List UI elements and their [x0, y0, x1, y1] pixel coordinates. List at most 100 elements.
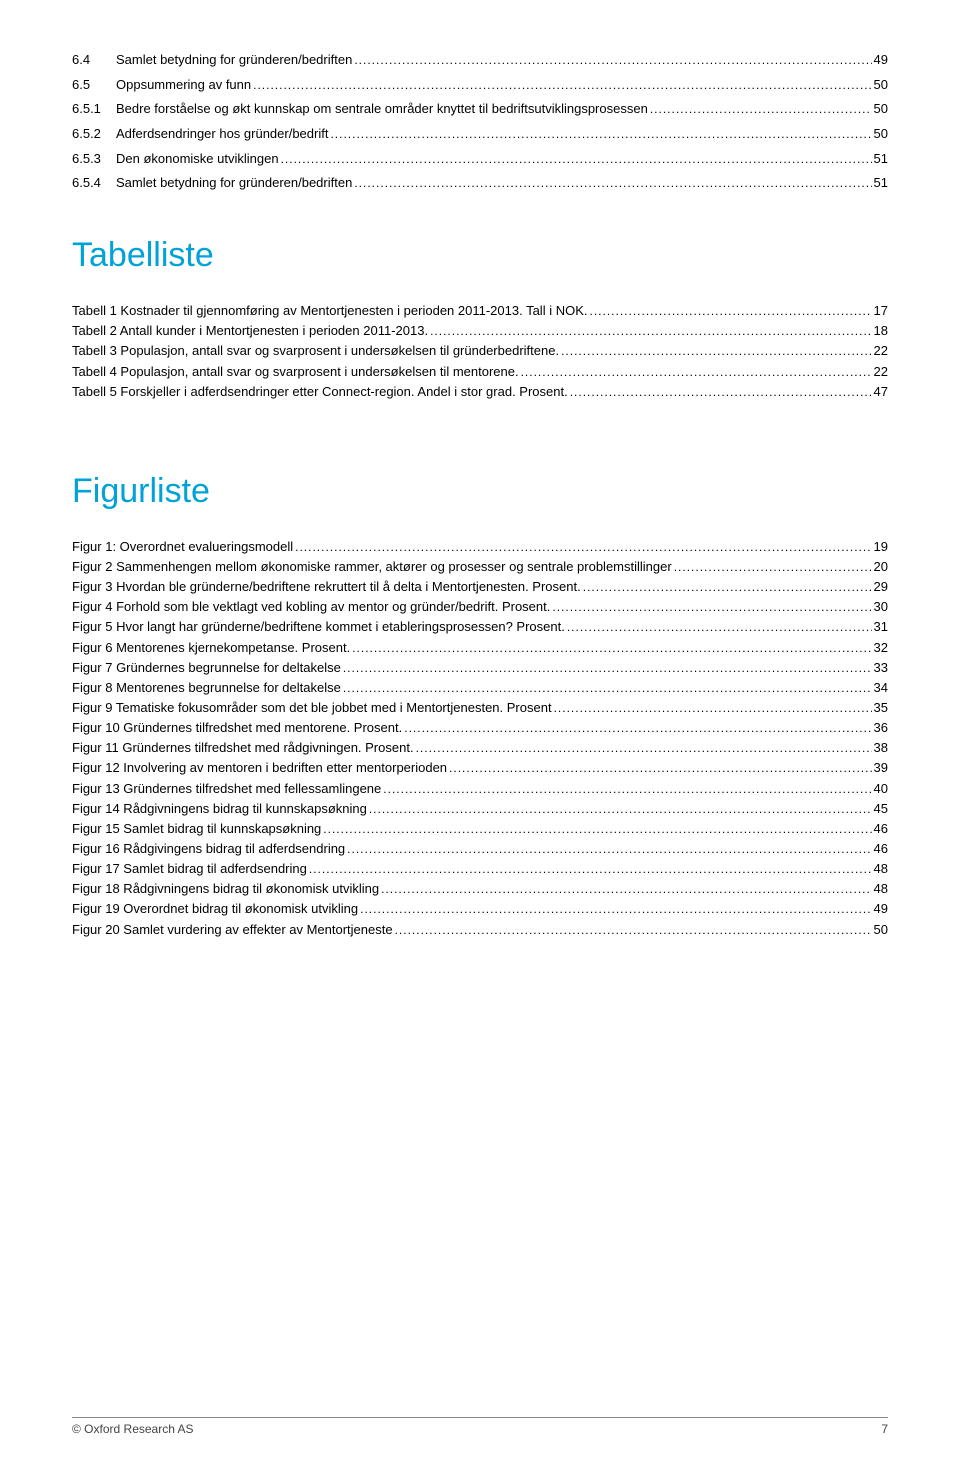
figure-entry: Figur 9 Tematiske fokusområder som det b…: [72, 698, 888, 718]
figure-label: Figur 7 Gründernes begrunnelse for delta…: [72, 658, 341, 678]
leader-dots: [295, 537, 871, 557]
figurliste-block: Figur 1: Overordnet evalueringsmodell19 …: [72, 537, 888, 940]
toc-label: Adferdsendringer hos gründer/bedrift: [116, 122, 328, 147]
leader-dots: [369, 799, 872, 819]
figurliste-heading: Figurliste: [72, 472, 888, 511]
page-footer: © Oxford Research AS 7: [72, 1417, 888, 1436]
figure-entry: Figur 14 Rådgivningens bidrag til kunnsk…: [72, 799, 888, 819]
leader-dots: [430, 321, 871, 341]
toc-label: Samlet betydning for gründeren/bedriften: [116, 171, 352, 196]
figure-label: Figur 10 Gründernes tilfredshet med ment…: [72, 718, 402, 738]
figure-page: 40: [874, 779, 888, 799]
toc-entry: 6.5 Oppsummering av funn 50: [72, 73, 888, 98]
figure-label: Figur 9 Tematiske fokusområder som det b…: [72, 698, 552, 718]
leader-dots: [383, 779, 871, 799]
leader-dots: [650, 97, 872, 122]
toc-continuation: 6.4 Samlet betydning for gründeren/bedri…: [72, 48, 888, 196]
footer-page-number: 7: [881, 1422, 888, 1436]
figure-label: Figur 18 Rådgivningens bidrag til økonom…: [72, 879, 379, 899]
leader-dots: [449, 758, 871, 778]
figure-entry: Figur 18 Rådgivningens bidrag til økonom…: [72, 879, 888, 899]
figure-entry: Figur 20 Samlet vurdering av effekter av…: [72, 920, 888, 940]
leader-dots: [343, 658, 872, 678]
toc-page: 50: [874, 97, 888, 122]
figure-label: Figur 19 Overordnet bidrag til økonomisk…: [72, 899, 358, 919]
leader-dots: [354, 171, 871, 196]
leader-dots: [554, 698, 872, 718]
figure-page: 34: [874, 678, 888, 698]
figure-entry: Figur 2 Sammenhengen mellom økonomiske r…: [72, 557, 888, 577]
figure-page: 32: [874, 638, 888, 658]
figure-label: Figur 12 Involvering av mentoren i bedri…: [72, 758, 447, 778]
figure-label: Figur 16 Rådgivingens bidrag til adferds…: [72, 839, 345, 859]
footer-copyright: © Oxford Research AS: [72, 1422, 194, 1436]
table-page: 47: [874, 382, 888, 402]
figure-entry: Figur 3 Hvordan ble gründerne/bedriftene…: [72, 577, 888, 597]
leader-dots: [567, 617, 872, 637]
tabelliste-heading: Tabelliste: [72, 236, 888, 275]
figure-page: 20: [874, 557, 888, 577]
figure-page: 49: [874, 899, 888, 919]
toc-label: Oppsummering av funn: [116, 73, 251, 98]
figure-label: Figur 3 Hvordan ble gründerne/bedriftene…: [72, 577, 581, 597]
figure-label: Figur 6 Mentorenes kjernekompetanse. Pro…: [72, 638, 350, 658]
toc-label: Samlet betydning for gründeren/bedriften: [116, 48, 352, 73]
toc-page: 51: [874, 147, 888, 172]
leader-dots: [552, 597, 871, 617]
figure-entry: Figur 17 Samlet bidrag til adferdsendrin…: [72, 859, 888, 879]
figure-page: 19: [874, 537, 888, 557]
toc-number: 6.5.1: [72, 97, 116, 122]
figure-label: Figur 2 Sammenhengen mellom økonomiske r…: [72, 557, 672, 577]
figure-label: Figur 4 Forhold som ble vektlagt ved kob…: [72, 597, 550, 617]
figure-label: Figur 17 Samlet bidrag til adferdsendrin…: [72, 859, 307, 879]
leader-dots: [323, 819, 871, 839]
figure-label: Figur 8 Mentorenes begrunnelse for delta…: [72, 678, 341, 698]
leader-dots: [354, 48, 871, 73]
figure-entry: Figur 13 Gründernes tilfredshet med fell…: [72, 779, 888, 799]
table-page: 22: [874, 341, 888, 361]
leader-dots: [352, 638, 871, 658]
toc-label: Bedre forståelse og økt kunnskap om sent…: [116, 97, 648, 122]
table-entry: Tabell 1 Kostnader til gjennomføring av …: [72, 301, 888, 321]
figure-label: Figur 1: Overordnet evalueringsmodell: [72, 537, 293, 557]
toc-entry: 6.5.1 Bedre forståelse og økt kunnskap o…: [72, 97, 888, 122]
leader-dots: [589, 301, 871, 321]
leader-dots: [395, 920, 872, 940]
figure-entry: Figur 6 Mentorenes kjernekompetanse. Pro…: [72, 638, 888, 658]
figure-entry: Figur 16 Rådgivingens bidrag til adferds…: [72, 839, 888, 859]
leader-dots: [570, 382, 872, 402]
figure-entry: Figur 12 Involvering av mentoren i bedri…: [72, 758, 888, 778]
figure-label: Figur 13 Gründernes tilfredshet med fell…: [72, 779, 381, 799]
leader-dots: [521, 362, 872, 382]
figure-page: 48: [874, 859, 888, 879]
figure-entry: Figur 10 Gründernes tilfredshet med ment…: [72, 718, 888, 738]
toc-page: 49: [874, 48, 888, 73]
figure-page: 46: [874, 839, 888, 859]
toc-entry: 6.5.4 Samlet betydning for gründeren/bed…: [72, 171, 888, 196]
leader-dots: [253, 73, 871, 98]
toc-page: 50: [874, 73, 888, 98]
table-label: Tabell 3 Populasjon, antall svar og svar…: [72, 341, 559, 361]
figure-label: Figur 20 Samlet vurdering av effekter av…: [72, 920, 393, 940]
figure-page: 31: [874, 617, 888, 637]
toc-page: 50: [874, 122, 888, 147]
toc-number: 6.5.4: [72, 171, 116, 196]
figure-entry: Figur 5 Hvor langt har gründerne/bedrift…: [72, 617, 888, 637]
leader-dots: [404, 718, 871, 738]
table-page: 17: [874, 301, 888, 321]
figure-entry: Figur 7 Gründernes begrunnelse for delta…: [72, 658, 888, 678]
toc-entry: 6.5.3 Den økonomiske utviklingen 51: [72, 147, 888, 172]
leader-dots: [674, 557, 872, 577]
figure-page: 48: [874, 879, 888, 899]
table-label: Tabell 2 Antall kunder i Mentortjenesten…: [72, 321, 428, 341]
figure-page: 33: [874, 658, 888, 678]
figure-entry: Figur 4 Forhold som ble vektlagt ved kob…: [72, 597, 888, 617]
figure-label: Figur 14 Rådgivningens bidrag til kunnsk…: [72, 799, 367, 819]
figure-page: 46: [874, 819, 888, 839]
leader-dots: [381, 879, 871, 899]
leader-dots: [343, 678, 872, 698]
table-label: Tabell 5 Forskjeller i adferdsendringer …: [72, 382, 568, 402]
figure-page: 38: [874, 738, 888, 758]
figure-page: 35: [874, 698, 888, 718]
toc-page: 51: [874, 171, 888, 196]
